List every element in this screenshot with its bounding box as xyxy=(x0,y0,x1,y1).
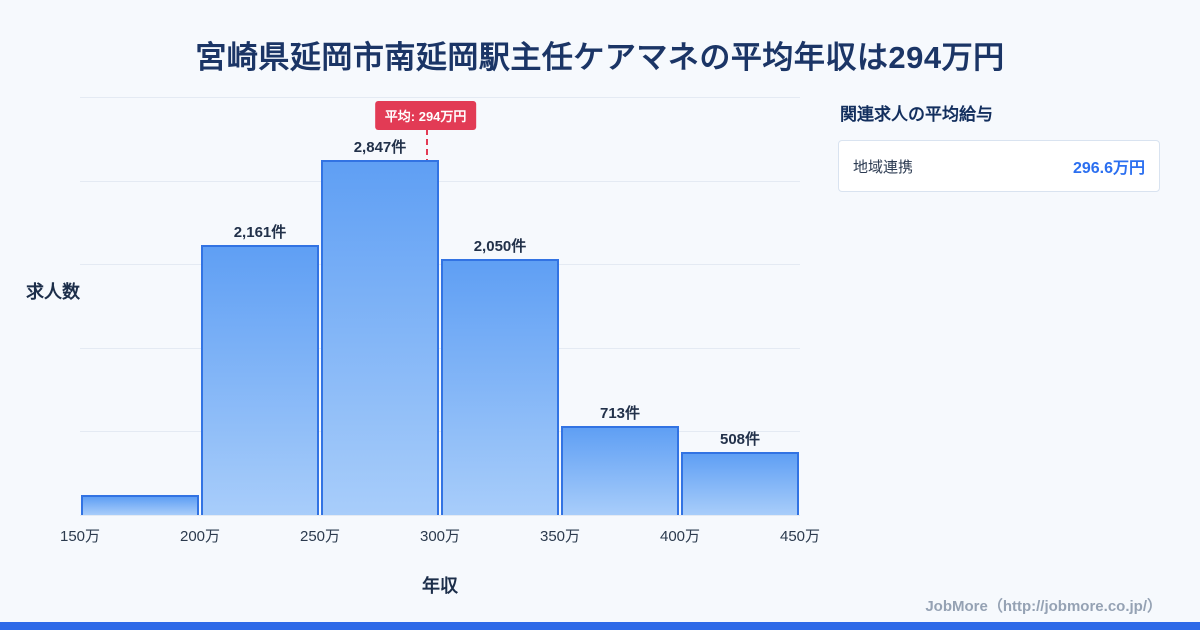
side-panel-card: 地域連携 296.6万円 xyxy=(838,140,1160,192)
x-axis-tick-label: 350万 xyxy=(539,528,581,545)
bar-value-label: 713件 xyxy=(599,405,641,423)
bottom-accent-bar xyxy=(0,622,1200,630)
gridline xyxy=(80,264,800,266)
bar-value-label: 2,847件 xyxy=(353,138,407,156)
histogram-bar xyxy=(201,245,319,515)
x-axis-tick-label: 300万 xyxy=(419,528,461,545)
footer-credit: JobMore（http://jobmore.co.jp/） xyxy=(925,598,1162,615)
gridline xyxy=(80,515,800,516)
bar-value-label: 2,161件 xyxy=(233,224,287,242)
side-panel-title: 関連求人の平均給与 xyxy=(840,105,993,124)
x-axis-tick-label: 450万 xyxy=(779,528,821,545)
side-panel-row-label: 地域連携 xyxy=(853,158,914,176)
x-axis-tick-label: 200万 xyxy=(179,528,221,545)
gridline xyxy=(80,97,800,98)
side-panel-row: 地域連携 296.6万円 xyxy=(839,141,1159,191)
gridline xyxy=(80,431,800,433)
x-axis-label: 年収 xyxy=(422,576,458,596)
average-badge: 平均: 294万円 xyxy=(374,101,477,130)
gridline xyxy=(80,347,800,349)
plot-area: 平均: 294万円 2,161件 2,847件 2,050件 713件 508件 150万… xyxy=(60,97,820,545)
histogram-bar xyxy=(681,451,799,515)
bar-value-label: 2,050件 xyxy=(473,238,527,256)
side-panel-row-value: 296.6万円 xyxy=(1072,160,1145,177)
bar-value-label: 508件 xyxy=(719,430,761,448)
x-axis-tick-label: 150万 xyxy=(59,528,101,545)
page-title: 宮崎県延岡市南延岡駅主任ケアマネの平均年収は294万円 xyxy=(195,40,1005,75)
histogram-bar xyxy=(81,495,199,515)
histogram-bar xyxy=(561,426,679,515)
y-axis-label: 求人数 xyxy=(26,282,80,302)
x-axis-tick-label: 400万 xyxy=(659,528,701,545)
histogram-bar xyxy=(441,259,559,515)
x-axis-tick-label: 250万 xyxy=(299,528,341,545)
histogram-bar xyxy=(321,159,439,515)
gridline xyxy=(80,180,800,182)
